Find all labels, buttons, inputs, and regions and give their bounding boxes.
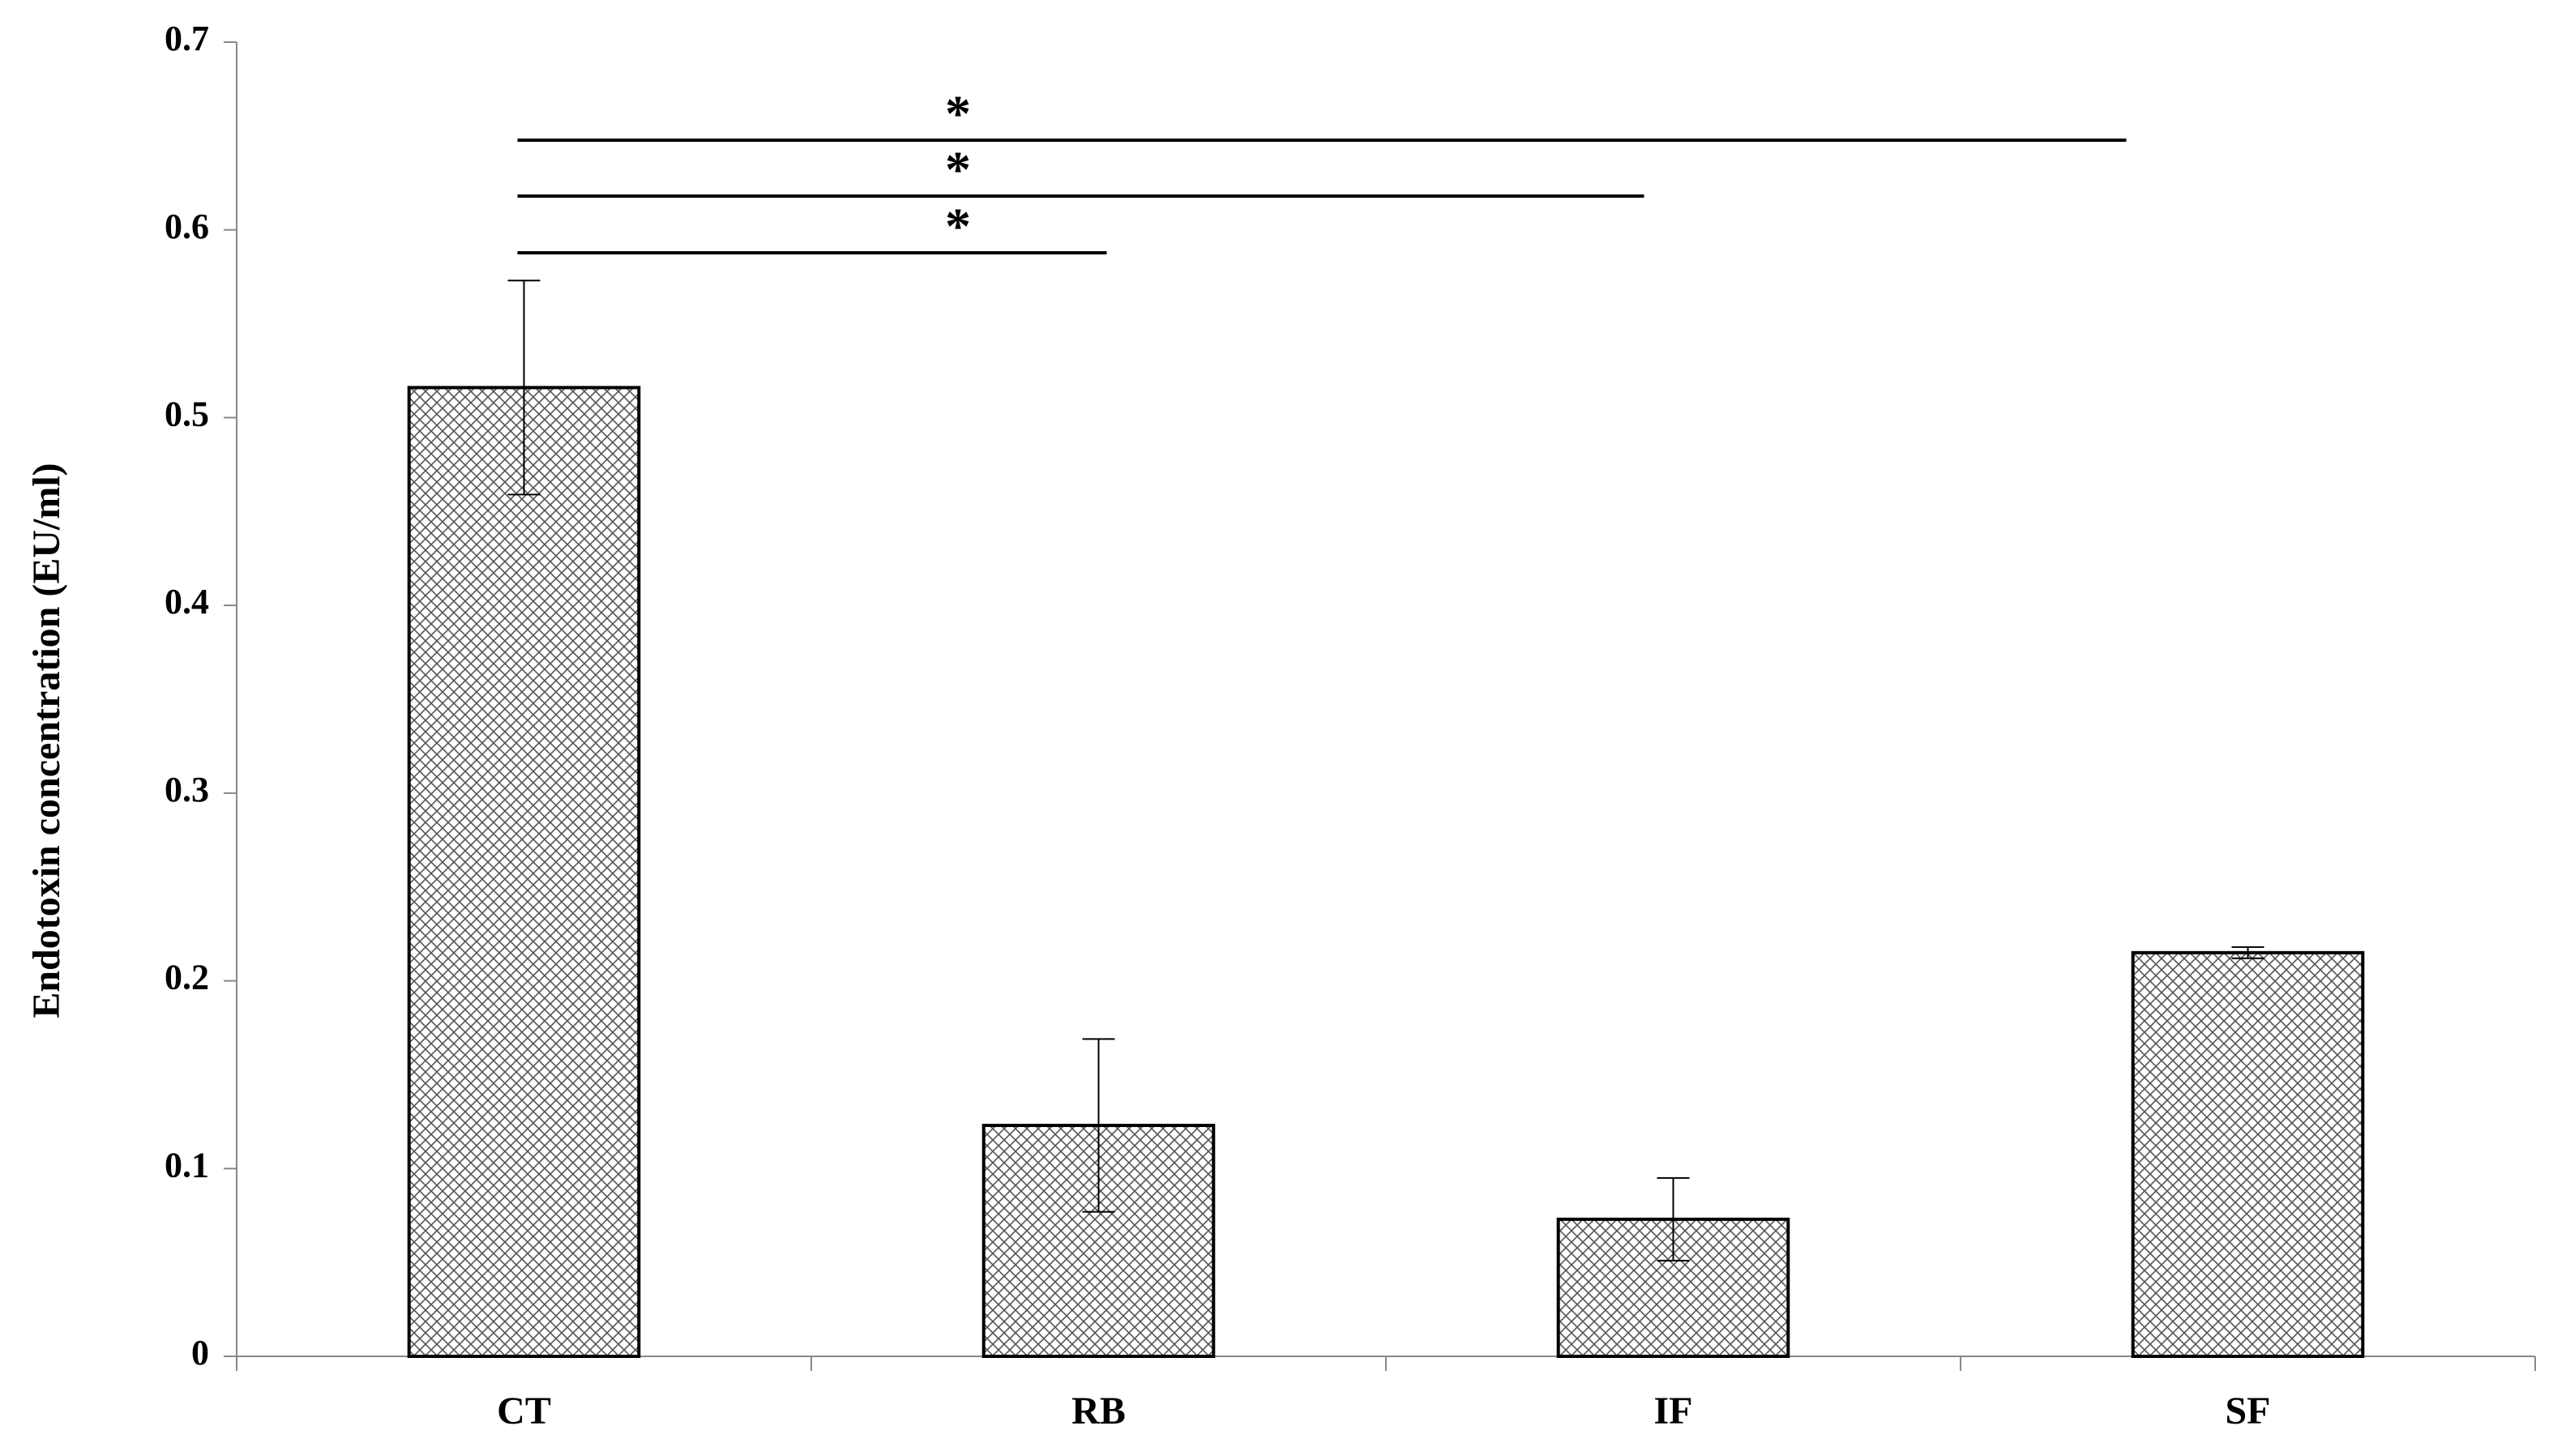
error-bar xyxy=(2231,946,2264,959)
y-axis-label: Endotoxin concentration (EU/ml) xyxy=(25,463,68,1018)
y-tick-label: 0.1 xyxy=(165,1145,209,1185)
y-tick-label: 0.7 xyxy=(165,19,209,58)
significance-label: * xyxy=(945,85,971,143)
error-bar xyxy=(507,280,541,496)
significance-label: * xyxy=(945,198,971,255)
bar xyxy=(407,386,641,1359)
y-tick-label: 0 xyxy=(191,1333,209,1373)
bar xyxy=(2131,950,2365,1359)
x-tick-label: IF xyxy=(1654,1390,1693,1433)
y-tick-label: 0.6 xyxy=(165,207,209,246)
y-tick-label: 0.3 xyxy=(165,770,209,809)
y-tick-label: 0.4 xyxy=(165,582,209,621)
significance-label: * xyxy=(945,141,971,199)
x-tick-label: RB xyxy=(1071,1390,1126,1433)
x-tick-label: SF xyxy=(2225,1390,2270,1433)
error-bar xyxy=(1657,1176,1690,1262)
x-tick-label: CT xyxy=(497,1390,551,1433)
y-tick-label: 0.5 xyxy=(165,395,209,434)
y-tick-label: 0.2 xyxy=(165,958,209,997)
error-bar xyxy=(1082,1038,1115,1213)
